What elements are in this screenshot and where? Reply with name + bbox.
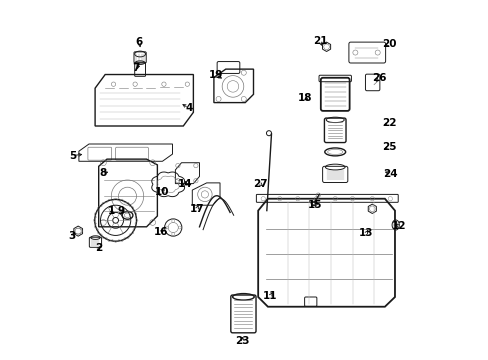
Text: 27: 27 [253, 179, 267, 189]
Text: 23: 23 [235, 336, 249, 346]
Text: 4: 4 [184, 103, 192, 113]
Text: 24: 24 [382, 168, 397, 179]
Text: 19: 19 [208, 70, 223, 80]
Text: 21: 21 [312, 36, 326, 46]
Text: 8: 8 [100, 168, 107, 178]
Text: 7: 7 [132, 63, 139, 73]
Text: 5: 5 [69, 150, 76, 161]
Text: 10: 10 [155, 186, 169, 197]
Text: 25: 25 [381, 142, 396, 152]
Text: 22: 22 [381, 118, 396, 128]
Text: 1: 1 [107, 206, 115, 216]
Text: 12: 12 [390, 221, 405, 231]
Text: 16: 16 [153, 227, 168, 237]
Text: 17: 17 [189, 204, 204, 214]
Text: 9: 9 [118, 206, 125, 216]
Text: 6: 6 [136, 37, 142, 48]
Text: 2: 2 [95, 243, 102, 253]
Text: 20: 20 [381, 39, 396, 49]
Text: 13: 13 [358, 228, 373, 238]
Text: 14: 14 [178, 179, 192, 189]
Text: 15: 15 [307, 200, 321, 210]
Text: 11: 11 [263, 291, 277, 301]
Text: 26: 26 [371, 73, 386, 84]
Text: 3: 3 [69, 231, 76, 241]
Text: 18: 18 [297, 93, 312, 103]
